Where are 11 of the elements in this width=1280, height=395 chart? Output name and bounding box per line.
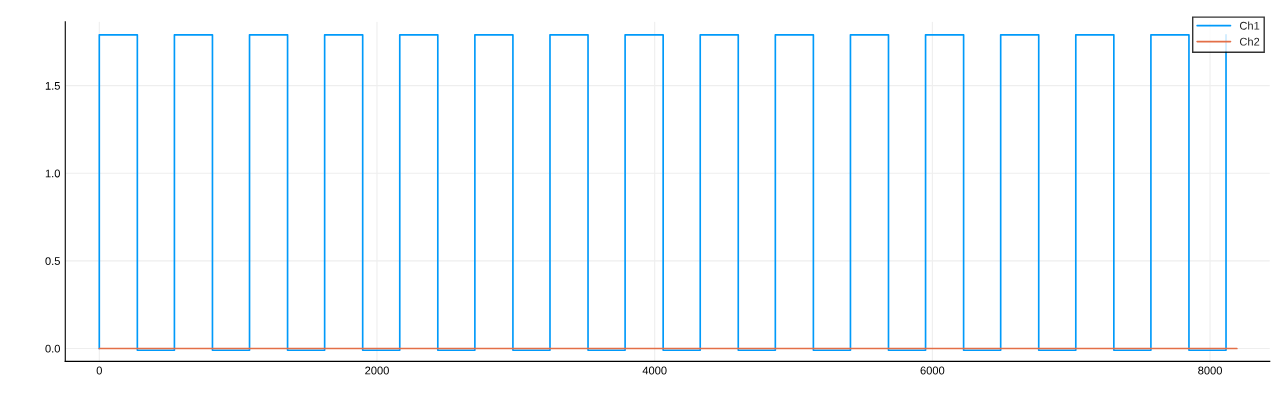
x-tick-label: 2000 xyxy=(365,366,389,375)
x-tick-label: 8000 xyxy=(1198,366,1222,375)
legend-label: Ch2 xyxy=(1239,37,1260,46)
legend-label: Ch1 xyxy=(1239,21,1260,30)
x-tick-label: 0 xyxy=(96,366,102,375)
x-tick-label: 4000 xyxy=(642,366,667,375)
y-tick-label: 0.0 xyxy=(45,344,60,353)
x-tick-label: 6000 xyxy=(920,366,945,375)
y-tick-label: 1.5 xyxy=(45,82,60,90)
y-tick-label: 1.0 xyxy=(45,169,60,178)
y-tick-label: 0.5 xyxy=(45,257,60,265)
